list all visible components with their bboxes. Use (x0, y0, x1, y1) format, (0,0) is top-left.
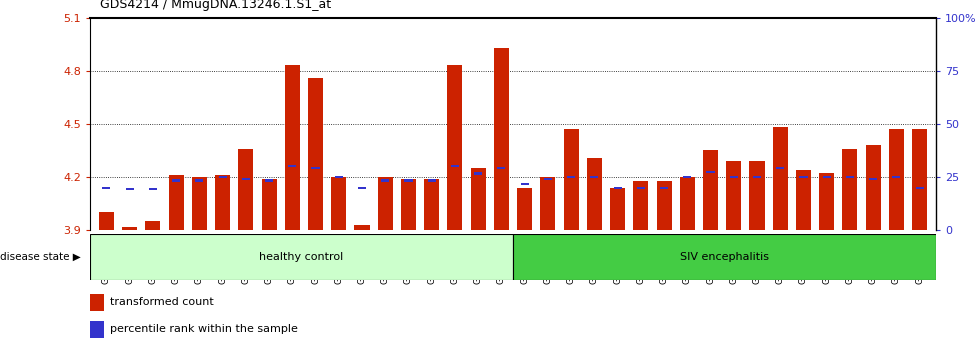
Bar (358, 187, 367, 189)
Bar (819, 173, 834, 230)
Bar (355, 225, 369, 230)
Bar (474, 172, 482, 175)
Bar (703, 150, 718, 230)
Bar (381, 179, 389, 182)
Bar (172, 179, 180, 182)
Text: SIV encephalitis: SIV encephalitis (680, 252, 769, 262)
Bar (564, 129, 578, 230)
Text: percentile rank within the sample: percentile rank within the sample (111, 324, 298, 334)
Bar (865, 145, 881, 230)
Bar (242, 178, 250, 180)
Bar (707, 171, 714, 173)
Bar (912, 129, 927, 230)
Bar (285, 65, 300, 230)
Bar (610, 188, 625, 230)
Text: disease state ▶: disease state ▶ (0, 252, 80, 262)
Bar (633, 181, 649, 230)
Bar (288, 165, 296, 167)
Bar (800, 176, 808, 178)
Bar (520, 183, 529, 185)
Bar (796, 170, 811, 230)
Bar (377, 177, 393, 230)
Bar (169, 175, 183, 230)
Bar (405, 179, 413, 182)
Bar (99, 212, 114, 230)
Bar (772, 127, 788, 230)
Bar (822, 176, 831, 178)
Bar (265, 179, 273, 182)
Bar (219, 176, 226, 178)
Bar (730, 176, 738, 178)
Bar (513, 234, 936, 280)
Bar (613, 187, 621, 189)
Bar (567, 176, 575, 178)
Bar (149, 188, 157, 190)
Bar (750, 161, 764, 230)
Bar (451, 165, 459, 167)
Bar (215, 175, 230, 230)
Bar (544, 178, 552, 180)
Bar (889, 129, 904, 230)
Text: transformed count: transformed count (111, 297, 215, 307)
Bar (637, 187, 645, 189)
Bar (192, 177, 207, 230)
Bar (448, 65, 463, 230)
Bar (517, 188, 532, 230)
Bar (145, 221, 161, 230)
Bar (308, 78, 323, 230)
Bar (915, 187, 924, 189)
Bar (497, 167, 506, 169)
Bar (680, 177, 695, 230)
Bar (125, 188, 133, 190)
Bar (424, 179, 439, 230)
Bar (262, 179, 276, 230)
Bar (776, 167, 784, 169)
Bar (401, 179, 416, 230)
Bar (540, 177, 556, 230)
Bar (893, 176, 901, 178)
Bar (587, 158, 602, 230)
Bar (312, 167, 319, 169)
Bar (238, 149, 254, 230)
Text: GDS4214 / MmugDNA.13246.1.S1_at: GDS4214 / MmugDNA.13246.1.S1_at (100, 0, 331, 11)
Bar (494, 48, 509, 230)
Bar (195, 179, 204, 182)
Bar (331, 177, 346, 230)
Bar (660, 187, 668, 189)
Text: healthy control: healthy control (260, 252, 344, 262)
Bar (470, 168, 486, 230)
Bar (869, 178, 877, 180)
Bar (122, 227, 137, 230)
Bar (427, 179, 436, 182)
Bar (90, 321, 104, 338)
Bar (846, 176, 854, 178)
Bar (90, 234, 513, 280)
Bar (657, 181, 671, 230)
Bar (90, 293, 104, 310)
Bar (726, 161, 741, 230)
Bar (683, 176, 691, 178)
Bar (753, 176, 761, 178)
Bar (335, 176, 343, 178)
Bar (102, 187, 111, 189)
Bar (843, 149, 858, 230)
Bar (590, 176, 599, 178)
